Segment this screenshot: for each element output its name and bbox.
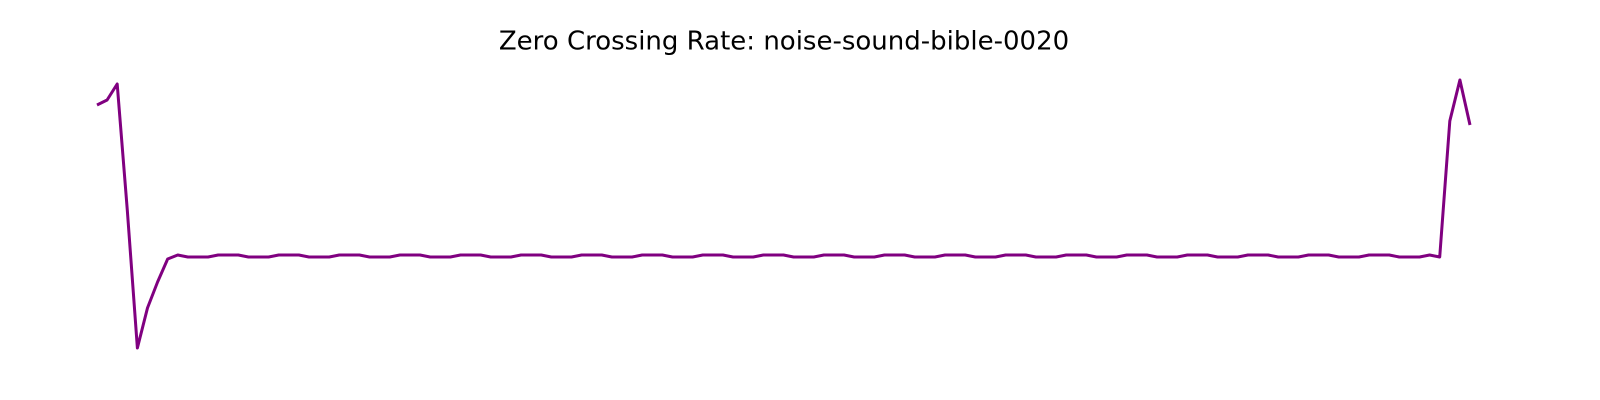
chart-title: Zero Crossing Rate: noise-sound-bible-00… <box>499 27 1069 57</box>
data-line <box>96 78 1472 350</box>
